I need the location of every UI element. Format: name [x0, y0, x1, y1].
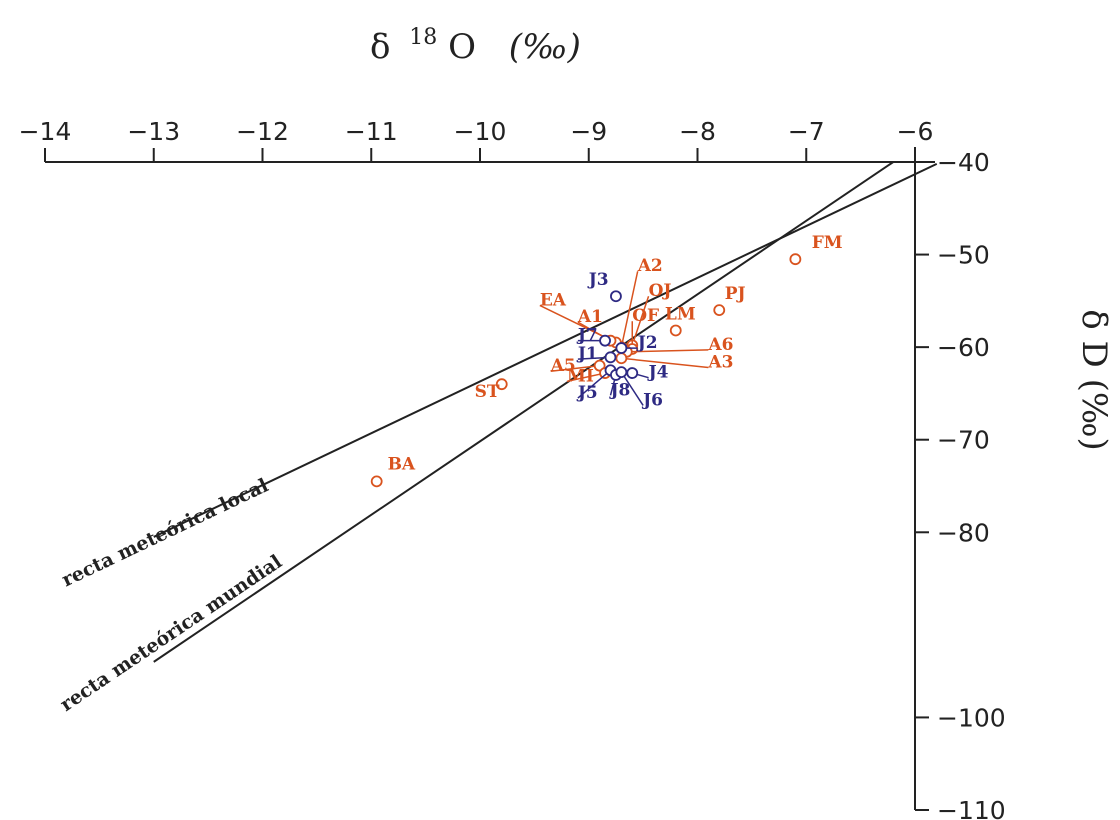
y-tick-label: −100 — [937, 703, 1006, 732]
data-point-label: A5 — [550, 356, 576, 376]
x-axis-title-element: O — [448, 27, 476, 67]
y-axis-title-text: δ D (‰) — [1074, 309, 1114, 451]
x-axis-title-superscript: 18 — [409, 25, 437, 50]
data-point — [626, 367, 639, 379]
data-point — [495, 378, 508, 391]
x-tick-label: −8 — [679, 117, 716, 146]
x-tick-label: −13 — [127, 117, 180, 146]
data-point-label: OF — [632, 306, 659, 326]
leader-line — [626, 349, 709, 353]
data-point — [370, 475, 383, 488]
y-tick-label: −110 — [937, 796, 1006, 820]
data-point-label: FM — [812, 233, 843, 253]
y-tick-label: −40 — [937, 148, 990, 177]
data-point-label: J6 — [641, 390, 663, 410]
data-point — [604, 351, 617, 364]
data-point-label: LM — [665, 304, 696, 324]
leader-line — [621, 357, 709, 369]
data-point — [615, 366, 628, 379]
data-point — [789, 253, 802, 266]
x-axis-title-unit: (‰) — [509, 27, 581, 67]
data-point — [599, 334, 611, 347]
x-tick-label: −12 — [236, 117, 289, 146]
leader-line — [631, 295, 650, 346]
data-point-label: PJ — [725, 284, 746, 304]
data-point — [669, 324, 682, 337]
leader-line — [577, 369, 611, 399]
x-axis-title: δ 18 O (‰) — [370, 13, 581, 67]
data-point-label: J4 — [647, 363, 669, 383]
axes: −14 −13 −12 −11 −10 −9 −8 −7 −6−40 −50 −60 −70 −80 −1… — [19, 117, 1006, 820]
x-tick-label: −9 — [570, 117, 607, 146]
x-tick-label: −14 — [19, 117, 72, 146]
data-point-label: A1 — [577, 307, 603, 327]
data-point-label: J8 — [609, 380, 631, 400]
y-tick-label: −50 — [937, 241, 990, 270]
x-axis-title-delta: δ — [370, 27, 390, 67]
leader-line — [620, 271, 639, 348]
y-tick-label: −70 — [937, 426, 990, 455]
x-tick-label: −10 — [454, 117, 507, 146]
data-point — [615, 352, 628, 365]
reference-line — [153, 161, 894, 663]
y-tick-label: −60 — [937, 333, 990, 362]
data-point-label: ST — [475, 382, 500, 402]
data-point — [615, 342, 628, 354]
x-tick-label: −6 — [897, 117, 934, 146]
data-point — [610, 290, 622, 303]
data-point-label: A2 — [637, 256, 663, 276]
data-point-label: J7 — [576, 326, 598, 346]
data-point-label: J3 — [587, 270, 609, 290]
data-point-label: J5 — [576, 383, 598, 403]
data-point-label: OJ — [649, 281, 672, 301]
reference-line — [153, 162, 938, 538]
x-tick-label: −7 — [788, 117, 825, 146]
data-point-label: A3 — [707, 353, 733, 373]
data-point-label: BA — [388, 454, 416, 474]
y-axis-title: δ D (‰) — [1074, 309, 1114, 451]
leader-line — [566, 372, 606, 383]
leader-line — [550, 364, 600, 372]
x-tick-label: −11 — [345, 117, 398, 146]
data-point-label: EA — [540, 290, 567, 310]
data-point-label: MI — [567, 366, 594, 386]
data-point-label: J2 — [636, 333, 658, 353]
data-point-label: A6 — [707, 335, 733, 355]
leader-line — [620, 371, 644, 406]
data-point — [713, 304, 726, 317]
data-point-label: J1 — [576, 344, 598, 364]
y-tick-label: −80 — [937, 518, 990, 547]
